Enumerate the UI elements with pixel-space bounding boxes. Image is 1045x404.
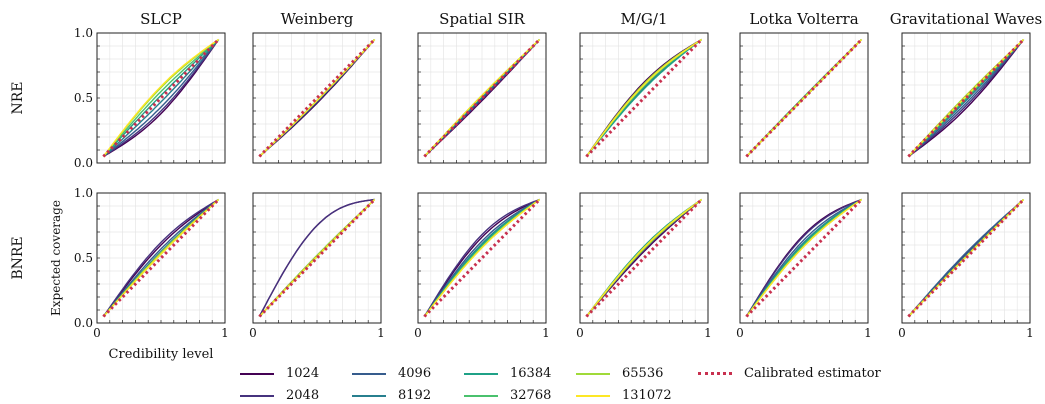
legend-label: 8192 (398, 388, 432, 403)
y-tick-label: 0.0 (74, 156, 93, 170)
legend-item: 8192 (352, 388, 431, 403)
x-tick-label: 1 (1026, 326, 1034, 340)
x-tick-label: 1 (377, 326, 385, 340)
row-label: NRE (10, 81, 26, 114)
legend-label: 1024 (286, 366, 320, 381)
subplot: 0.0 0.5 1.0 0 1 (74, 186, 229, 340)
y-tick-label: 1.0 (74, 186, 93, 200)
series-line (102, 39, 220, 158)
x-tick-label: 0 (93, 326, 101, 340)
y-tick-label: 0.5 (74, 251, 93, 265)
x-axis-label: Credibility level (109, 347, 214, 362)
legend-item: 2048 (240, 388, 319, 403)
x-tick-label: 1 (704, 326, 712, 340)
column-title: Lotka Volterra (749, 10, 858, 28)
legend-item: 131072 (576, 388, 672, 403)
series-line (102, 198, 219, 317)
series-line (745, 39, 863, 157)
legend-item: 32768 (464, 388, 551, 403)
series-line (423, 198, 541, 317)
series-line (907, 39, 1025, 158)
series-line (585, 38, 702, 157)
legend-item: 1024 (240, 366, 319, 381)
x-tick-label: 1 (221, 326, 229, 340)
series-line (423, 198, 540, 317)
legend: 1024 2048 4096 8192 16384 32768 65536 131072 Cal… (240, 366, 920, 403)
y-axis-label: Expected coverage (49, 200, 63, 316)
row-label: BNRE (10, 236, 26, 279)
subplot (901, 32, 1031, 164)
legend-item: 65536 (576, 366, 663, 381)
series-line (102, 38, 219, 157)
legend-swatch (464, 394, 498, 397)
x-tick-label: 0 (414, 326, 422, 340)
y-tick-label: 0.0 (74, 316, 93, 330)
series-line (102, 39, 220, 158)
legend-item-calibrated: Calibrated estimator (698, 366, 881, 381)
legend-label: 131072 (622, 388, 672, 403)
legend-item: 4096 (352, 366, 431, 381)
series-line (102, 198, 220, 317)
x-tick-label: 1 (864, 326, 872, 340)
series-line (103, 39, 220, 158)
series-line (907, 198, 1025, 317)
column-title: Gravitational Waves (890, 10, 1042, 28)
series-line (423, 198, 540, 317)
column-title: M/G/1 (621, 10, 668, 28)
legend-label: Calibrated estimator (744, 366, 881, 381)
series-line (423, 198, 540, 317)
legend-label: 2048 (286, 388, 320, 403)
series-line (258, 198, 375, 317)
series-line (745, 198, 862, 317)
legend-label: 32768 (510, 388, 552, 403)
x-tick-label: 0 (576, 326, 584, 340)
series-line (585, 198, 703, 317)
subplot: 0.0 0.5 1.0 (74, 26, 226, 170)
legend-label: 65536 (622, 366, 664, 381)
subplot (579, 32, 709, 164)
subplot (252, 32, 382, 164)
column-title: SLCP (140, 10, 182, 28)
legend-swatch (240, 372, 274, 375)
y-tick-label: 0.5 (74, 91, 93, 105)
series-line (585, 38, 703, 157)
series-line (907, 39, 1025, 158)
series-line (258, 39, 376, 158)
x-tick-label: 1 (542, 326, 550, 340)
series-line (907, 39, 1025, 158)
legend-swatch (352, 394, 386, 397)
legend-swatch (698, 372, 732, 375)
y-tick-label: 1.0 (74, 26, 93, 40)
legend-swatch (240, 394, 274, 397)
column-title: Weinberg (281, 10, 354, 28)
series-line (102, 198, 219, 317)
x-tick-label: 0 (736, 326, 744, 340)
legend-swatch (464, 372, 498, 375)
subplot (417, 32, 547, 164)
series-line (745, 198, 862, 317)
legend-label: 16384 (510, 366, 552, 381)
x-tick-label: 0 (898, 326, 906, 340)
series-line (103, 39, 220, 158)
legend-swatch (576, 394, 610, 397)
legend-item: 16384 (464, 366, 551, 381)
series-line (102, 38, 220, 157)
series-line (745, 198, 862, 317)
legend-swatch (576, 372, 610, 375)
column-title: Spatial SIR (439, 10, 525, 28)
legend-swatch (352, 372, 386, 375)
subplot (739, 32, 869, 164)
legend-label: 4096 (398, 366, 432, 381)
x-tick-label: 0 (249, 326, 257, 340)
